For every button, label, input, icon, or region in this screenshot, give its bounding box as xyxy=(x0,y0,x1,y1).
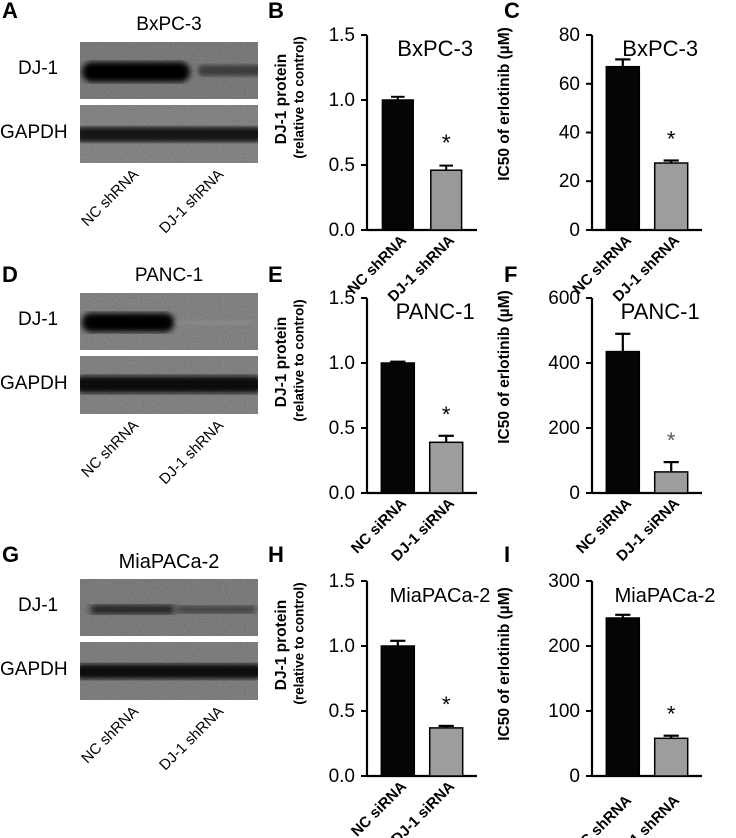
svg-text:0.0: 0.0 xyxy=(329,483,355,503)
svg-text:MiaPACa-2: MiaPACa-2 xyxy=(390,585,491,607)
svg-text:100: 100 xyxy=(548,701,580,722)
svg-text:*: * xyxy=(667,428,676,453)
svg-text:PANC-1: PANC-1 xyxy=(396,299,475,324)
svg-text:300: 300 xyxy=(548,571,580,592)
svg-text:400: 400 xyxy=(548,353,580,374)
svg-text:0.5: 0.5 xyxy=(329,155,355,176)
svg-text:PANC-1: PANC-1 xyxy=(621,299,700,324)
svg-text:1.0: 1.0 xyxy=(329,353,355,374)
svg-text:40: 40 xyxy=(559,123,580,144)
svg-text:1.5: 1.5 xyxy=(329,571,355,592)
svg-text:*: * xyxy=(442,402,451,427)
svg-text:80: 80 xyxy=(559,25,580,46)
svg-text:60: 60 xyxy=(559,74,580,95)
svg-text:0: 0 xyxy=(569,483,580,503)
svg-text:0.5: 0.5 xyxy=(329,418,355,439)
svg-text:600: 600 xyxy=(548,288,580,309)
svg-text:200: 200 xyxy=(548,636,580,657)
svg-text:*: * xyxy=(667,702,676,727)
svg-text:1.5: 1.5 xyxy=(329,288,355,309)
svg-text:0: 0 xyxy=(569,766,580,786)
svg-text:200: 200 xyxy=(548,418,580,439)
svg-text:*: * xyxy=(667,127,676,152)
svg-text:0.0: 0.0 xyxy=(329,766,355,786)
svg-text:*: * xyxy=(442,130,451,156)
svg-text:BxPC-3: BxPC-3 xyxy=(397,36,473,61)
svg-text:20: 20 xyxy=(559,171,580,192)
svg-text:0: 0 xyxy=(569,220,580,240)
svg-text:*: * xyxy=(442,692,451,717)
svg-text:1.0: 1.0 xyxy=(329,636,355,657)
svg-text:0.5: 0.5 xyxy=(329,701,355,722)
svg-text:0.0: 0.0 xyxy=(329,220,355,240)
svg-text:BxPC-3: BxPC-3 xyxy=(622,36,698,61)
svg-text:1.0: 1.0 xyxy=(329,90,355,111)
svg-text:1.5: 1.5 xyxy=(329,25,355,46)
svg-text:MiaPACa-2: MiaPACa-2 xyxy=(615,585,716,607)
